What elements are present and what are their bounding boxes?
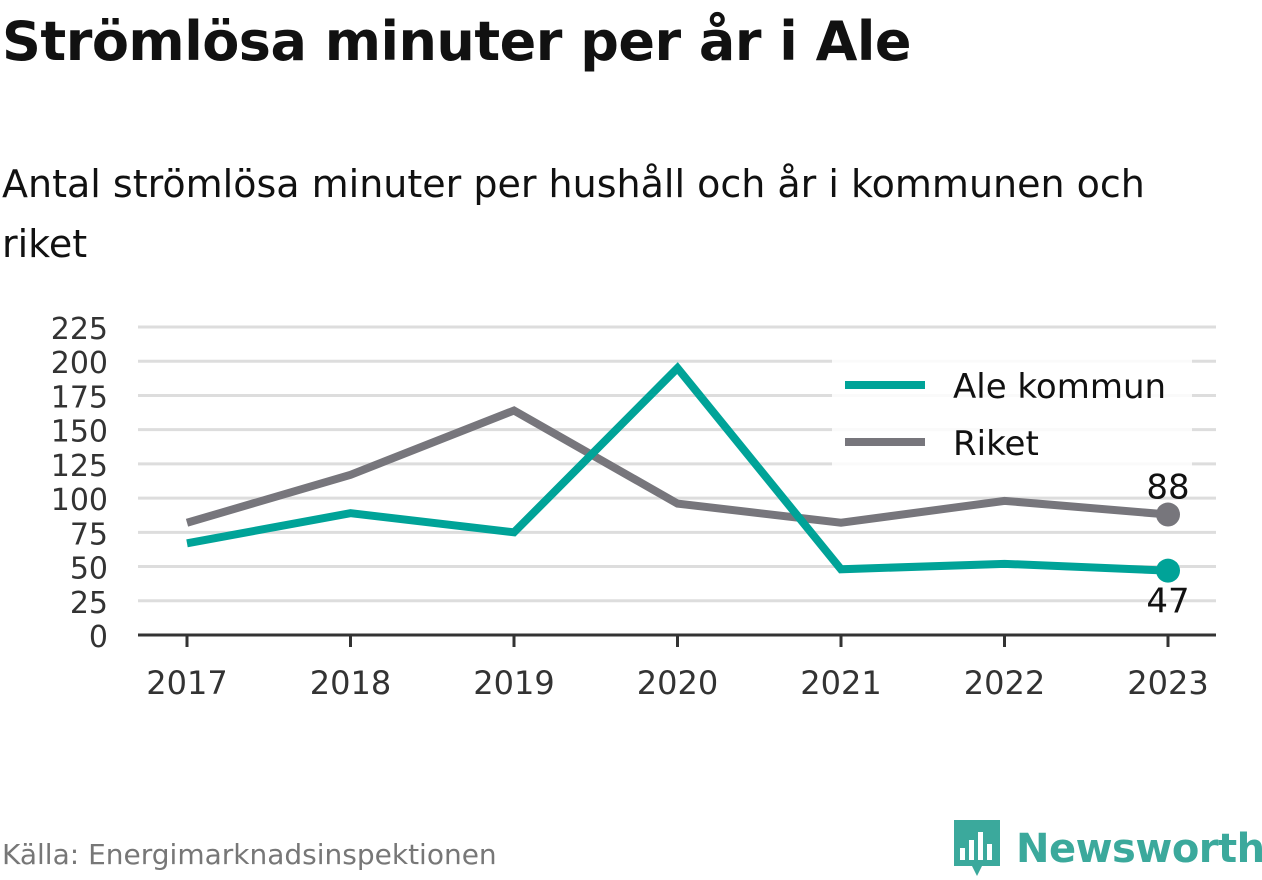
y-tick-label: 100 (51, 483, 108, 518)
x-tick-label: 2020 (637, 664, 718, 702)
end-point (1156, 558, 1180, 583)
y-tick-label: 200 (51, 346, 108, 381)
chart-title: Strömlösa minuter per år i Ale (2, 10, 912, 73)
brand-logo: Newsworthy (950, 818, 1262, 880)
x-tick-label: 2017 (146, 664, 227, 702)
legend-box (832, 355, 1192, 467)
legend-label: Ale kommun (953, 367, 1166, 407)
y-tick-label: 50 (70, 552, 108, 587)
series-line (185, 406, 1169, 527)
x-tick-label: 2018 (310, 664, 391, 702)
end-labels: 88 47 (1146, 468, 1189, 622)
y-tick-label: 0 (89, 620, 108, 655)
y-tick-label: 25 (70, 586, 108, 621)
legend: Ale kommun Riket (832, 355, 1192, 467)
y-tick-label: 175 (51, 380, 108, 415)
series-line (186, 362, 1169, 575)
x-tick-label: 2022 (964, 664, 1045, 702)
y-tick-label: 125 (51, 449, 108, 484)
chart-subtitle: Antal strömlösa minuter per hushåll och … (2, 162, 1145, 266)
y-tick-label: 150 (51, 415, 108, 450)
x-axis: 2017 2018 2019 2020 2021 2022 2023 (138, 633, 1216, 702)
source-note: Källa: Energimarknadsinspektionen (2, 838, 497, 871)
end-label: 47 (1146, 582, 1189, 622)
brand-name: Newsworthy (1016, 826, 1262, 872)
end-point (1156, 502, 1180, 527)
newsworthy-logo-icon (954, 820, 1000, 876)
y-tick-label: 75 (70, 517, 108, 552)
y-tick-label: 225 (51, 312, 108, 347)
x-tick-label: 2019 (473, 664, 554, 702)
x-tick-label: 2021 (800, 664, 881, 702)
end-label: 88 (1146, 468, 1189, 508)
legend-label: Riket (953, 424, 1039, 464)
x-tick-label: 2023 (1127, 664, 1208, 702)
series-lines (185, 362, 1180, 583)
